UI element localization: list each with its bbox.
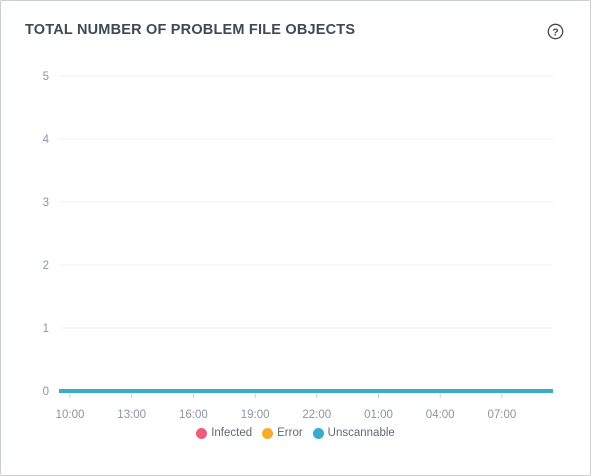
y-tick-label: 4 (43, 134, 50, 146)
y-axis-ticks: 0 1 2 3 4 5 (43, 71, 50, 398)
x-tick-label: 13:00 (117, 409, 146, 421)
x-tick-label: 01:00 (364, 409, 393, 421)
legend-item-unscannable[interactable]: Unscannable (312, 427, 395, 439)
x-tick-label: 19:00 (241, 409, 270, 421)
chart-legend: Infected Error Unscannable (0, 427, 591, 439)
legend-item-error[interactable]: Error (262, 427, 303, 439)
y-tick-label: 1 (43, 323, 49, 335)
y-tick-label: 0 (43, 386, 49, 398)
y-tick-label: 3 (43, 197, 49, 209)
x-tick-label: 16:00 (179, 409, 208, 421)
legend-swatch (262, 427, 274, 439)
x-axis-ticks: 10:00 13:00 16:00 19:00 22:00 01:00 04:00 07:00 (56, 409, 517, 421)
help-icon[interactable]: ? (547, 23, 564, 40)
legend-label: Error (277, 427, 303, 439)
legend-swatch (196, 427, 208, 439)
x-tick-label: 22:00 (302, 409, 331, 421)
grid-lines (59, 75, 553, 398)
problem-files-chart: 0 1 2 3 4 5 10:00 13:00 16:00 19:00 22:00 01:00 04:… (43, 71, 553, 421)
y-tick-label: 2 (43, 260, 49, 272)
x-tick-label: 07:00 (488, 409, 517, 421)
legend-label: Unscannable (327, 427, 395, 439)
y-tick-label: 5 (43, 71, 49, 83)
legend-swatch (312, 427, 324, 439)
svg-text:?: ? (552, 26, 558, 38)
legend-label: Infected (211, 427, 253, 439)
x-tick-label: 04:00 (426, 409, 455, 421)
x-tick-label: 10:00 (56, 409, 85, 421)
chart-title: TOTAL NUMBER OF PROBLEM FILE OBJECTS (25, 22, 356, 38)
legend-item-infected[interactable]: Infected (196, 427, 252, 439)
